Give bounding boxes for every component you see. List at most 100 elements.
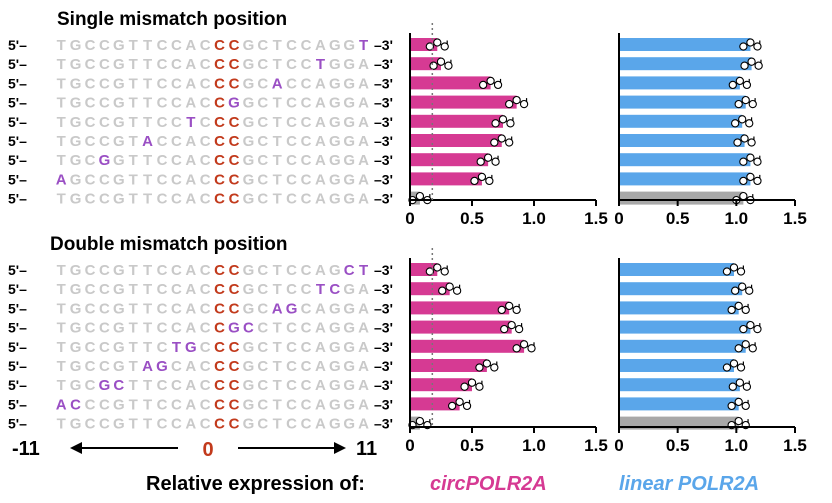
nucleotide: G — [70, 133, 82, 150]
nucleotide: T — [129, 358, 138, 375]
nucleotide: T — [143, 114, 152, 131]
nucleotide: G — [70, 358, 82, 375]
nucleotide: C — [171, 396, 182, 413]
nucleotide: A — [358, 56, 369, 73]
circ-replicate-dot — [415, 191, 425, 201]
circ-replicate-dot — [475, 363, 484, 372]
nucleotide: G — [99, 377, 111, 394]
linear-replicate-dot — [745, 119, 754, 128]
nucleotide: G — [343, 300, 355, 317]
nucleotide: A — [142, 133, 153, 150]
circ-replicate-dot — [507, 320, 516, 330]
nucleotide: T — [273, 152, 282, 169]
nucleotide: T — [129, 416, 138, 433]
nucleotide: C — [214, 396, 225, 413]
nucleotide: C — [214, 37, 225, 54]
circ-tick-label: 0 — [405, 436, 414, 455]
nucleotide: T — [273, 56, 282, 73]
nucleotide: G — [113, 37, 125, 54]
linear-replicate-dot — [739, 157, 748, 166]
nucleotide: A — [315, 37, 326, 54]
linear-bar — [619, 359, 734, 372]
nucleotide: C — [171, 95, 182, 112]
circ-bar — [410, 76, 491, 90]
nucleotide: C — [157, 114, 168, 131]
sequence-prefix: 5'– — [8, 416, 27, 432]
nucleotide: A — [185, 416, 196, 433]
sequence-row: 5'– T G C G C T T C C A C C C G C T C C A G G A –3' — [8, 377, 393, 394]
nucleotide: G — [343, 75, 355, 92]
sequence-suffix: –3' — [374, 114, 393, 130]
sequence-row: 5'– T G C C G T T C C A C C C G C A G C A G G A –3' — [8, 300, 393, 317]
nucleotide: G — [343, 281, 355, 298]
linear-replicate-dot — [735, 76, 745, 86]
nucleotide: C — [200, 320, 211, 337]
linear-tick-label: 0.5 — [666, 209, 690, 228]
nucleotide: T — [57, 300, 66, 317]
nucleotide: G — [329, 377, 341, 394]
nucleotide: G — [243, 416, 255, 433]
nucleotide: A — [315, 377, 326, 394]
circ-bar — [410, 172, 482, 186]
linear-replicate-dot — [753, 176, 762, 186]
nucleotide: T — [57, 56, 66, 73]
sequence-row: 5'– A C C C G T T C C A C C C G C T C C A G G A –3' — [8, 396, 393, 413]
circ-bar — [410, 134, 502, 147]
nucleotide: C — [257, 320, 268, 337]
position-arrowhead-right — [334, 442, 346, 454]
circ-replicate-dot — [448, 401, 457, 411]
nucleotide: C — [157, 262, 168, 279]
sequence-prefix: 5'– — [8, 114, 27, 130]
linear-replicate-dot — [742, 80, 752, 90]
nucleotide: T — [57, 152, 66, 169]
nucleotide: A — [185, 377, 196, 394]
nucleotide: C — [257, 377, 268, 394]
nucleotide: C — [214, 133, 225, 150]
nucleotide: T — [359, 37, 368, 54]
nucleotide: G — [243, 358, 255, 375]
nucleotide: C — [214, 339, 225, 356]
nucleotide: G — [343, 171, 355, 188]
nucleotide: G — [113, 358, 125, 375]
nucleotide: C — [229, 262, 240, 279]
linear-replicate-dot — [748, 99, 757, 109]
nucleotide: G — [329, 320, 341, 337]
nucleotide: G — [113, 262, 125, 279]
circ-replicate-dot — [479, 80, 488, 90]
nucleotide: A — [358, 171, 369, 188]
bottom-label-linear: linear POLR2A — [619, 473, 759, 495]
circ-replicate-dot — [491, 119, 500, 128]
linear-bar — [619, 114, 743, 128]
sequence-row: 5'– T G C G G T T C C A C C C G C T C C A G G A –3' — [8, 152, 393, 169]
nucleotide: C — [301, 95, 312, 112]
circ-bar — [410, 359, 487, 372]
nucleotide: C — [157, 320, 168, 337]
sequence-row: 5'– T G C C G T T C C A C C C G C T C C A G G T –3' — [8, 37, 393, 54]
circ-replicate-dot — [467, 378, 477, 387]
nucleotide: T — [273, 377, 282, 394]
circ-bar — [410, 397, 460, 411]
linear-bar — [619, 378, 740, 392]
nucleotide: T — [316, 281, 325, 298]
nucleotide: C — [229, 75, 240, 92]
nucleotide: C — [257, 339, 268, 356]
linear-replicate-dot — [739, 176, 748, 186]
nucleotide: G — [243, 262, 255, 279]
nucleotide: A — [315, 171, 326, 188]
nucleotide: G — [329, 37, 341, 54]
nucleotide: A — [272, 300, 283, 317]
nucleotide: C — [214, 281, 225, 298]
nucleotide: A — [315, 358, 326, 375]
sequence-list-double: 5'– T G C C G T T C C A C C C G C T C C A G C T –3'5'– T G C C G T T C C… — [8, 262, 393, 433]
nucleotide: C — [301, 281, 312, 298]
linear-replicate-dot — [742, 382, 752, 391]
sequence-suffix: –3' — [374, 262, 393, 278]
linear-replicate-dot — [736, 363, 746, 372]
circ-replicate-dot — [490, 363, 499, 372]
circ-bar — [410, 320, 512, 334]
panel-title-double: Double mismatch position — [50, 234, 288, 255]
circ-replicate-dot — [505, 301, 514, 311]
sequence-prefix: 5'– — [8, 191, 27, 207]
circ-replicate-dot — [462, 401, 472, 411]
linear-tick-label: 0.5 — [666, 436, 690, 455]
